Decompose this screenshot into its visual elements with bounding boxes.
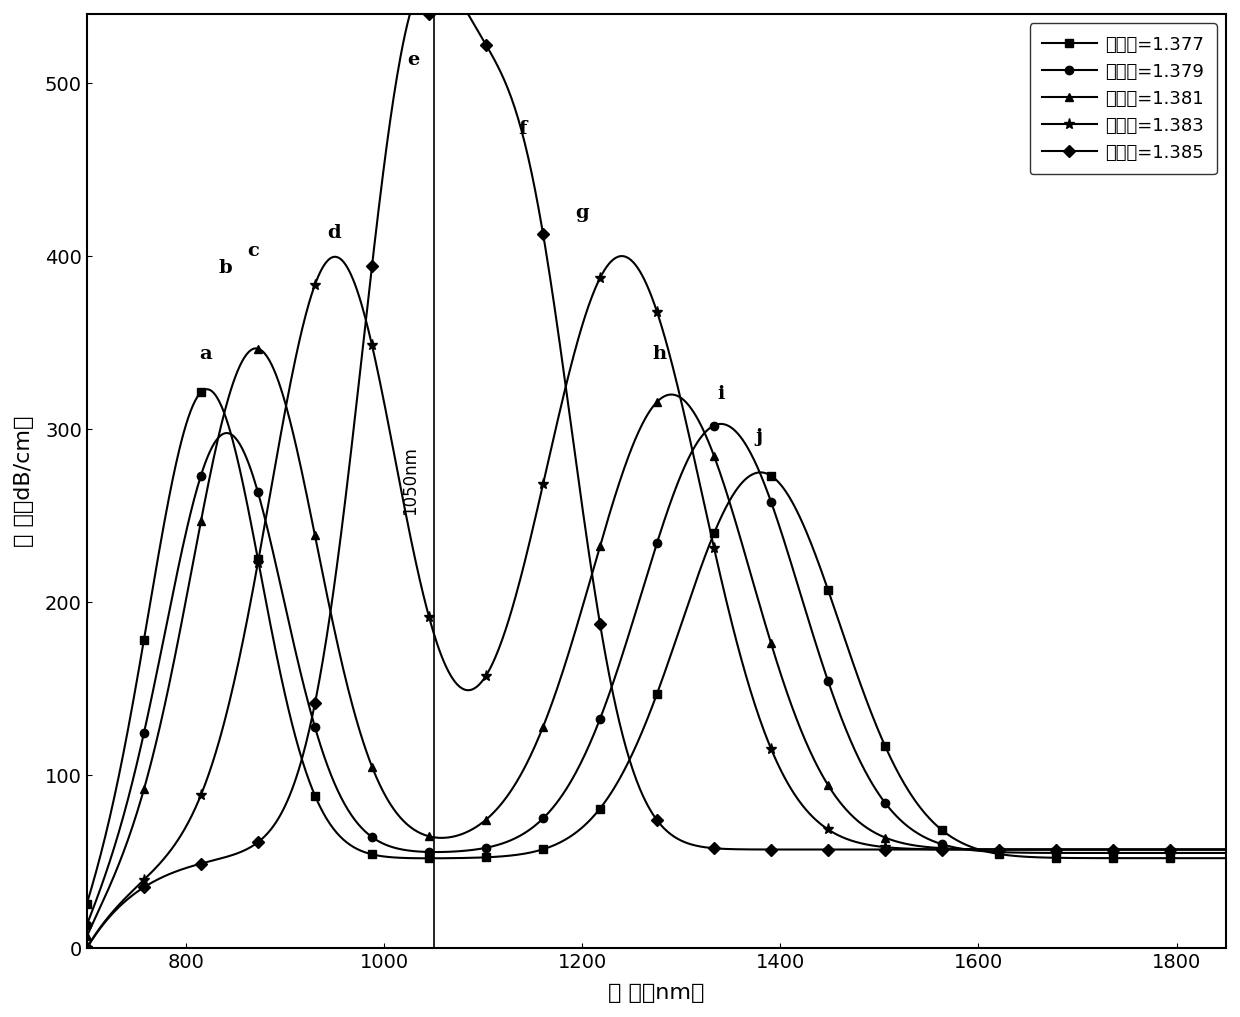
折射率=1.385 [583, 552, 598, 564]
折射率=1.385 [863, 843, 878, 855]
Legend: 折射率=1.377, 折射率=1.379, 折射率=1.381, 折射率=1.383, 折射率=1.385: 折射率=1.377, 折射率=1.379, 折射率=1.381, 折射率=1.3… [1029, 23, 1218, 174]
折射率=1.383 [196, 783, 211, 795]
折射率=1.377 [968, 843, 983, 855]
折射率=1.379 [541, 807, 556, 820]
折射率=1.383 [79, 942, 94, 954]
X-axis label: 波 长（nm）: 波 长（nm） [609, 983, 704, 1003]
Text: i: i [717, 385, 724, 403]
折射率=1.379 [990, 846, 1004, 858]
Text: d: d [327, 225, 341, 242]
Text: g: g [575, 203, 589, 222]
折射率=1.379 [1219, 847, 1234, 859]
折射率=1.381 [863, 824, 878, 836]
Text: c: c [247, 242, 259, 259]
折射率=1.383 [582, 300, 596, 312]
折射率=1.385 [968, 843, 983, 855]
折射率=1.377 [1219, 852, 1234, 864]
折射率=1.377 [542, 841, 557, 853]
折射率=1.377 [990, 847, 1004, 859]
折射率=1.381 [1219, 843, 1234, 855]
Line: 折射率=1.377: 折射率=1.377 [83, 385, 1230, 908]
折射率=1.385 [196, 857, 211, 870]
折射率=1.383 [990, 843, 1004, 855]
折射率=1.381 [79, 931, 94, 943]
折射率=1.385 [1219, 843, 1234, 855]
折射率=1.379 [863, 774, 878, 786]
折射率=1.381 [583, 576, 598, 588]
折射率=1.381 [542, 706, 557, 718]
折射率=1.377 [200, 383, 215, 396]
折射率=1.379 [713, 418, 728, 430]
折射率=1.377 [583, 815, 598, 827]
折射率=1.381 [968, 843, 983, 855]
折射率=1.381 [990, 843, 1004, 855]
折射率=1.377 [79, 898, 94, 910]
Text: j: j [755, 428, 763, 446]
折射率=1.377 [196, 384, 211, 397]
Text: a: a [200, 346, 212, 363]
折射率=1.377 [863, 705, 878, 717]
Text: 1050nm: 1050nm [401, 446, 419, 516]
Text: e: e [408, 51, 420, 69]
Text: f: f [518, 120, 527, 138]
Line: 折射率=1.385: 折射率=1.385 [83, 10, 1230, 952]
折射率=1.383 [968, 843, 983, 855]
Text: h: h [652, 346, 667, 363]
Line: 折射率=1.383: 折射率=1.383 [82, 250, 1231, 953]
折射率=1.379 [196, 463, 211, 475]
折射率=1.379 [968, 844, 983, 856]
Y-axis label: 损 耗（dB/cm）: 损 耗（dB/cm） [14, 415, 33, 547]
折射率=1.385 [403, 8, 418, 20]
Line: 折射率=1.381: 折射率=1.381 [83, 344, 1230, 941]
折射率=1.385 [990, 843, 1004, 855]
折射率=1.381 [248, 343, 263, 355]
Text: b: b [218, 259, 232, 277]
折射率=1.379 [79, 918, 94, 931]
折射率=1.379 [582, 740, 596, 753]
折射率=1.385 [79, 942, 94, 954]
折射率=1.381 [196, 503, 211, 516]
折射率=1.385 [542, 262, 557, 275]
折射率=1.383 [541, 459, 556, 471]
折射率=1.383 [863, 839, 878, 851]
Line: 折射率=1.379: 折射率=1.379 [83, 420, 1230, 929]
折射率=1.383 [614, 250, 629, 262]
折射率=1.383 [1219, 843, 1234, 855]
